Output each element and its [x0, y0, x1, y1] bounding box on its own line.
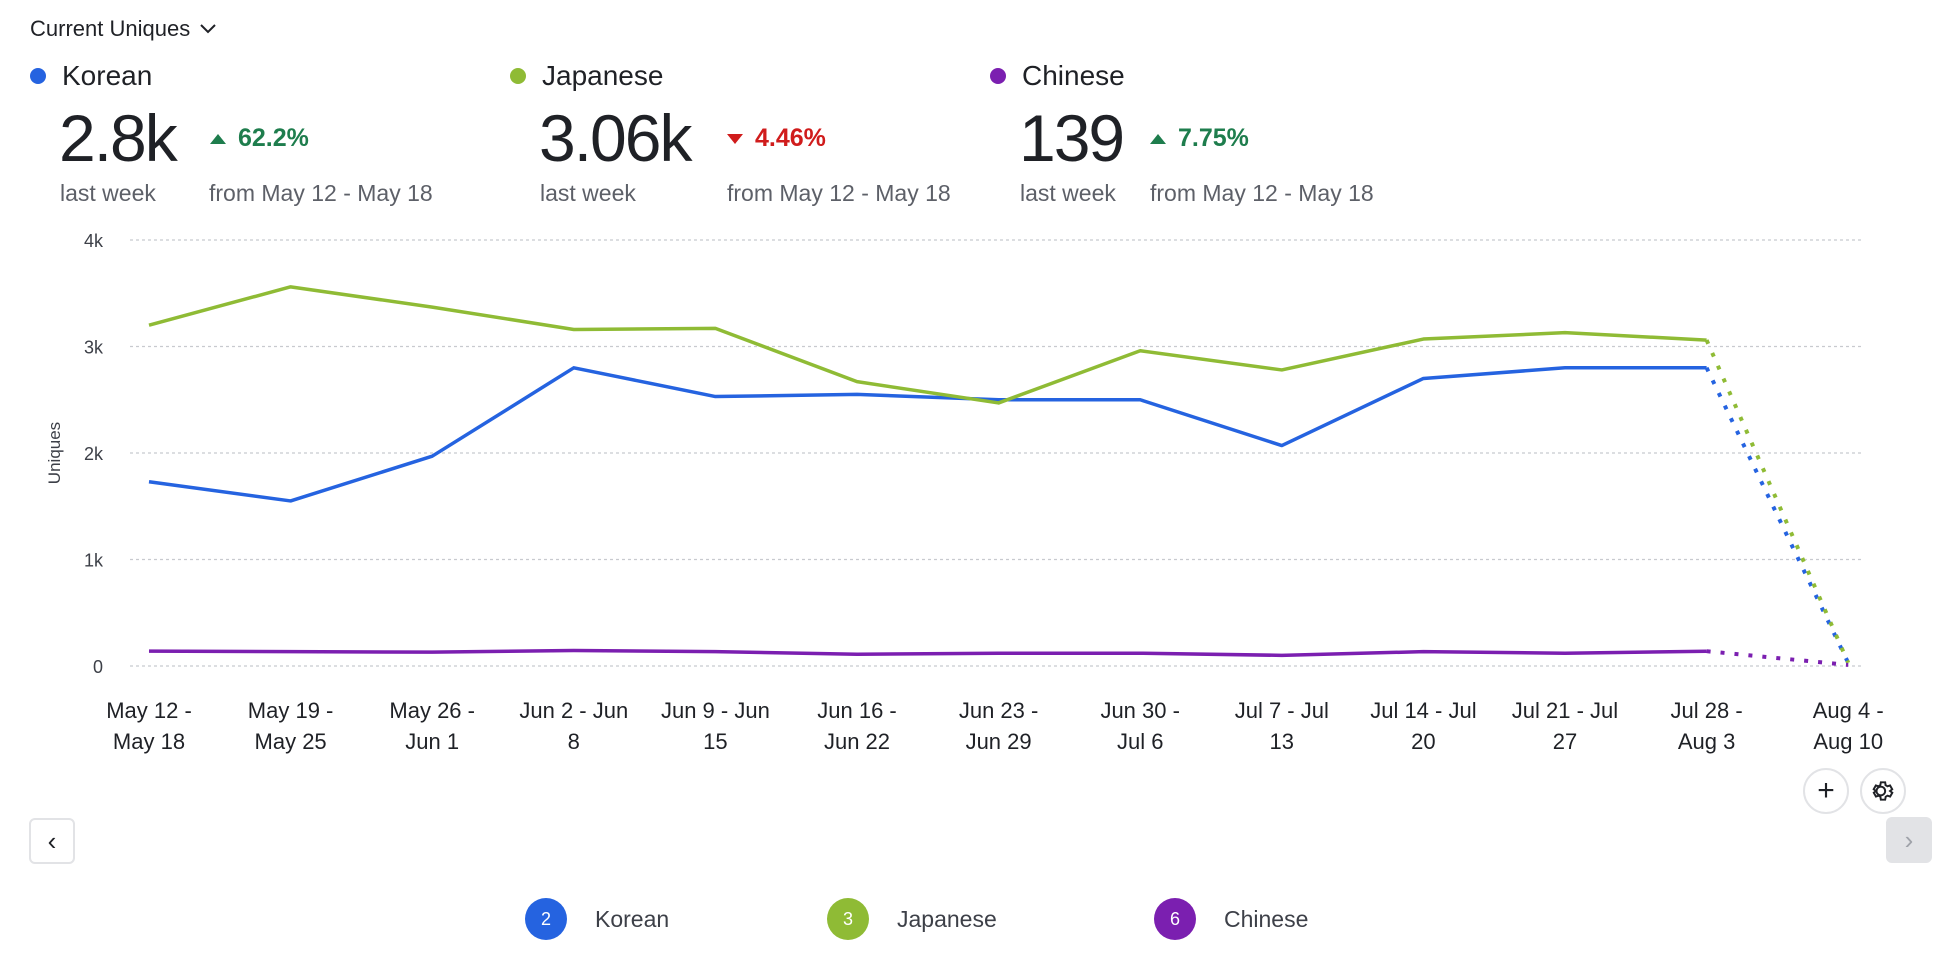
x-tick-label: Jun 30 -: [1100, 698, 1180, 723]
arrow-up-icon: [210, 133, 226, 144]
x-tick-label: May 25: [255, 729, 327, 754]
metric-change: 62.2%: [238, 124, 309, 152]
metric-value: 2.8k: [59, 101, 178, 175]
x-tick-label: May 18: [113, 729, 185, 754]
legend-label: Chinese: [1224, 905, 1309, 932]
legend-label: Japanese: [897, 905, 997, 932]
previous-page-button[interactable]: ‹: [29, 818, 75, 864]
x-tick-label: Jun 16 -: [817, 698, 897, 723]
legend-badge: 6: [1154, 898, 1196, 940]
x-tick-label: Jun 22: [824, 729, 890, 754]
series-dot-japanese: [510, 68, 526, 84]
x-tick-label: Jun 29: [966, 729, 1032, 754]
legend-item-korean[interactable]: 2 Korean: [525, 898, 669, 940]
series-dot-chinese: [990, 68, 1006, 84]
metric-name: Korean: [62, 60, 153, 91]
x-tick-label: 27: [1553, 729, 1577, 754]
metric-change: 4.46%: [755, 124, 826, 152]
settings-button[interactable]: [1860, 768, 1906, 814]
metric-period: last week: [60, 180, 156, 206]
x-tick-label: Jun 2 - Jun: [519, 698, 628, 723]
x-tick-label: May 26 -: [389, 698, 475, 723]
metric-selector-dropdown[interactable]: Current Uniques: [30, 16, 216, 42]
x-tick-label: Aug 3: [1678, 729, 1736, 754]
metric-korean: Korean 2.8k last week 62.2% from May 12 …: [30, 60, 433, 206]
metric-value: 139: [1019, 101, 1125, 175]
metric-change: 7.75%: [1178, 124, 1249, 152]
metric-period: last week: [1020, 180, 1116, 206]
chevron-right-icon: ›: [1904, 825, 1914, 855]
metric-compare: from May 12 - May 18: [727, 180, 951, 206]
y-tick-label: 4k: [84, 231, 104, 251]
metric-value: 3.06k: [539, 101, 692, 175]
legend-item-japanese[interactable]: 3 Japanese: [827, 898, 997, 940]
x-tick-label: Jul 7 - Jul: [1235, 698, 1329, 723]
chevron-down-icon: [200, 24, 216, 34]
metric-chinese: Chinese 139 last week 7.75% from May 12 …: [990, 60, 1374, 206]
y-axis-label: Uniques: [45, 422, 64, 484]
x-tick-label: 13: [1270, 729, 1294, 754]
metric-selector-label: Current Uniques: [30, 16, 191, 41]
legend-item-chinese[interactable]: 6 Chinese: [1154, 898, 1308, 940]
legend-badge: 2: [525, 898, 567, 940]
gear-icon: [1872, 781, 1894, 801]
x-tick-label: 8: [568, 729, 580, 754]
series-incomplete-line-japanese: [1704, 339, 1851, 664]
add-button[interactable]: +: [1803, 768, 1849, 814]
metric-period: last week: [540, 180, 636, 206]
legend-badge: 3: [827, 898, 869, 940]
metric-name: Japanese: [542, 60, 664, 91]
x-tick-label: May 12 -: [106, 698, 192, 723]
series-line-japanese: [148, 285, 1707, 405]
series-dot-korean: [30, 68, 46, 84]
x-tick-label: May 19 -: [248, 698, 334, 723]
y-tick-label: 2k: [84, 444, 104, 464]
series-incomplete-line-chinese: [1706, 649, 1849, 667]
x-tick-label: Jul 14 - Jul: [1370, 698, 1476, 723]
metric-compare: from May 12 - May 18: [209, 180, 433, 206]
metric-japanese: Japanese 3.06k last week 4.46% from May …: [510, 60, 951, 206]
x-tick-label: Jun 1: [405, 729, 459, 754]
x-tick-label: 15: [703, 729, 727, 754]
arrow-down-icon: [727, 133, 743, 144]
chevron-left-icon: ‹: [47, 826, 57, 856]
series-line-korean: [148, 366, 1707, 503]
x-tick-label: Jul 6: [1117, 729, 1163, 754]
x-tick-label: Jul 28 -: [1671, 698, 1743, 723]
series-line-chinese: [148, 648, 1707, 658]
metric-compare: from May 12 - May 18: [1150, 180, 1374, 206]
arrow-up-icon: [1150, 133, 1166, 144]
x-tick-label: Jun 23 -: [959, 698, 1039, 723]
x-tick-label: Aug 4 -: [1813, 698, 1884, 723]
line-chart: 0 1k 2k 3k 4k Uniques May 12 - May 18 May 19 - Ma…: [45, 231, 1884, 754]
legend-label: Korean: [595, 905, 670, 932]
y-tick-label: 0: [93, 657, 103, 677]
y-tick-label: 1k: [84, 551, 104, 571]
y-tick-label: 3k: [84, 338, 104, 358]
next-page-button[interactable]: ›: [1886, 817, 1932, 863]
series-incomplete-line-korean: [1704, 366, 1851, 664]
x-tick-label: 20: [1411, 729, 1435, 754]
x-tick-label: Aug 10: [1813, 729, 1883, 754]
x-tick-label: Jul 21 - Jul: [1512, 698, 1618, 723]
metric-name: Chinese: [1022, 60, 1125, 91]
x-tick-label: Jun 9 - Jun: [661, 698, 770, 723]
plus-icon: +: [1817, 774, 1835, 807]
